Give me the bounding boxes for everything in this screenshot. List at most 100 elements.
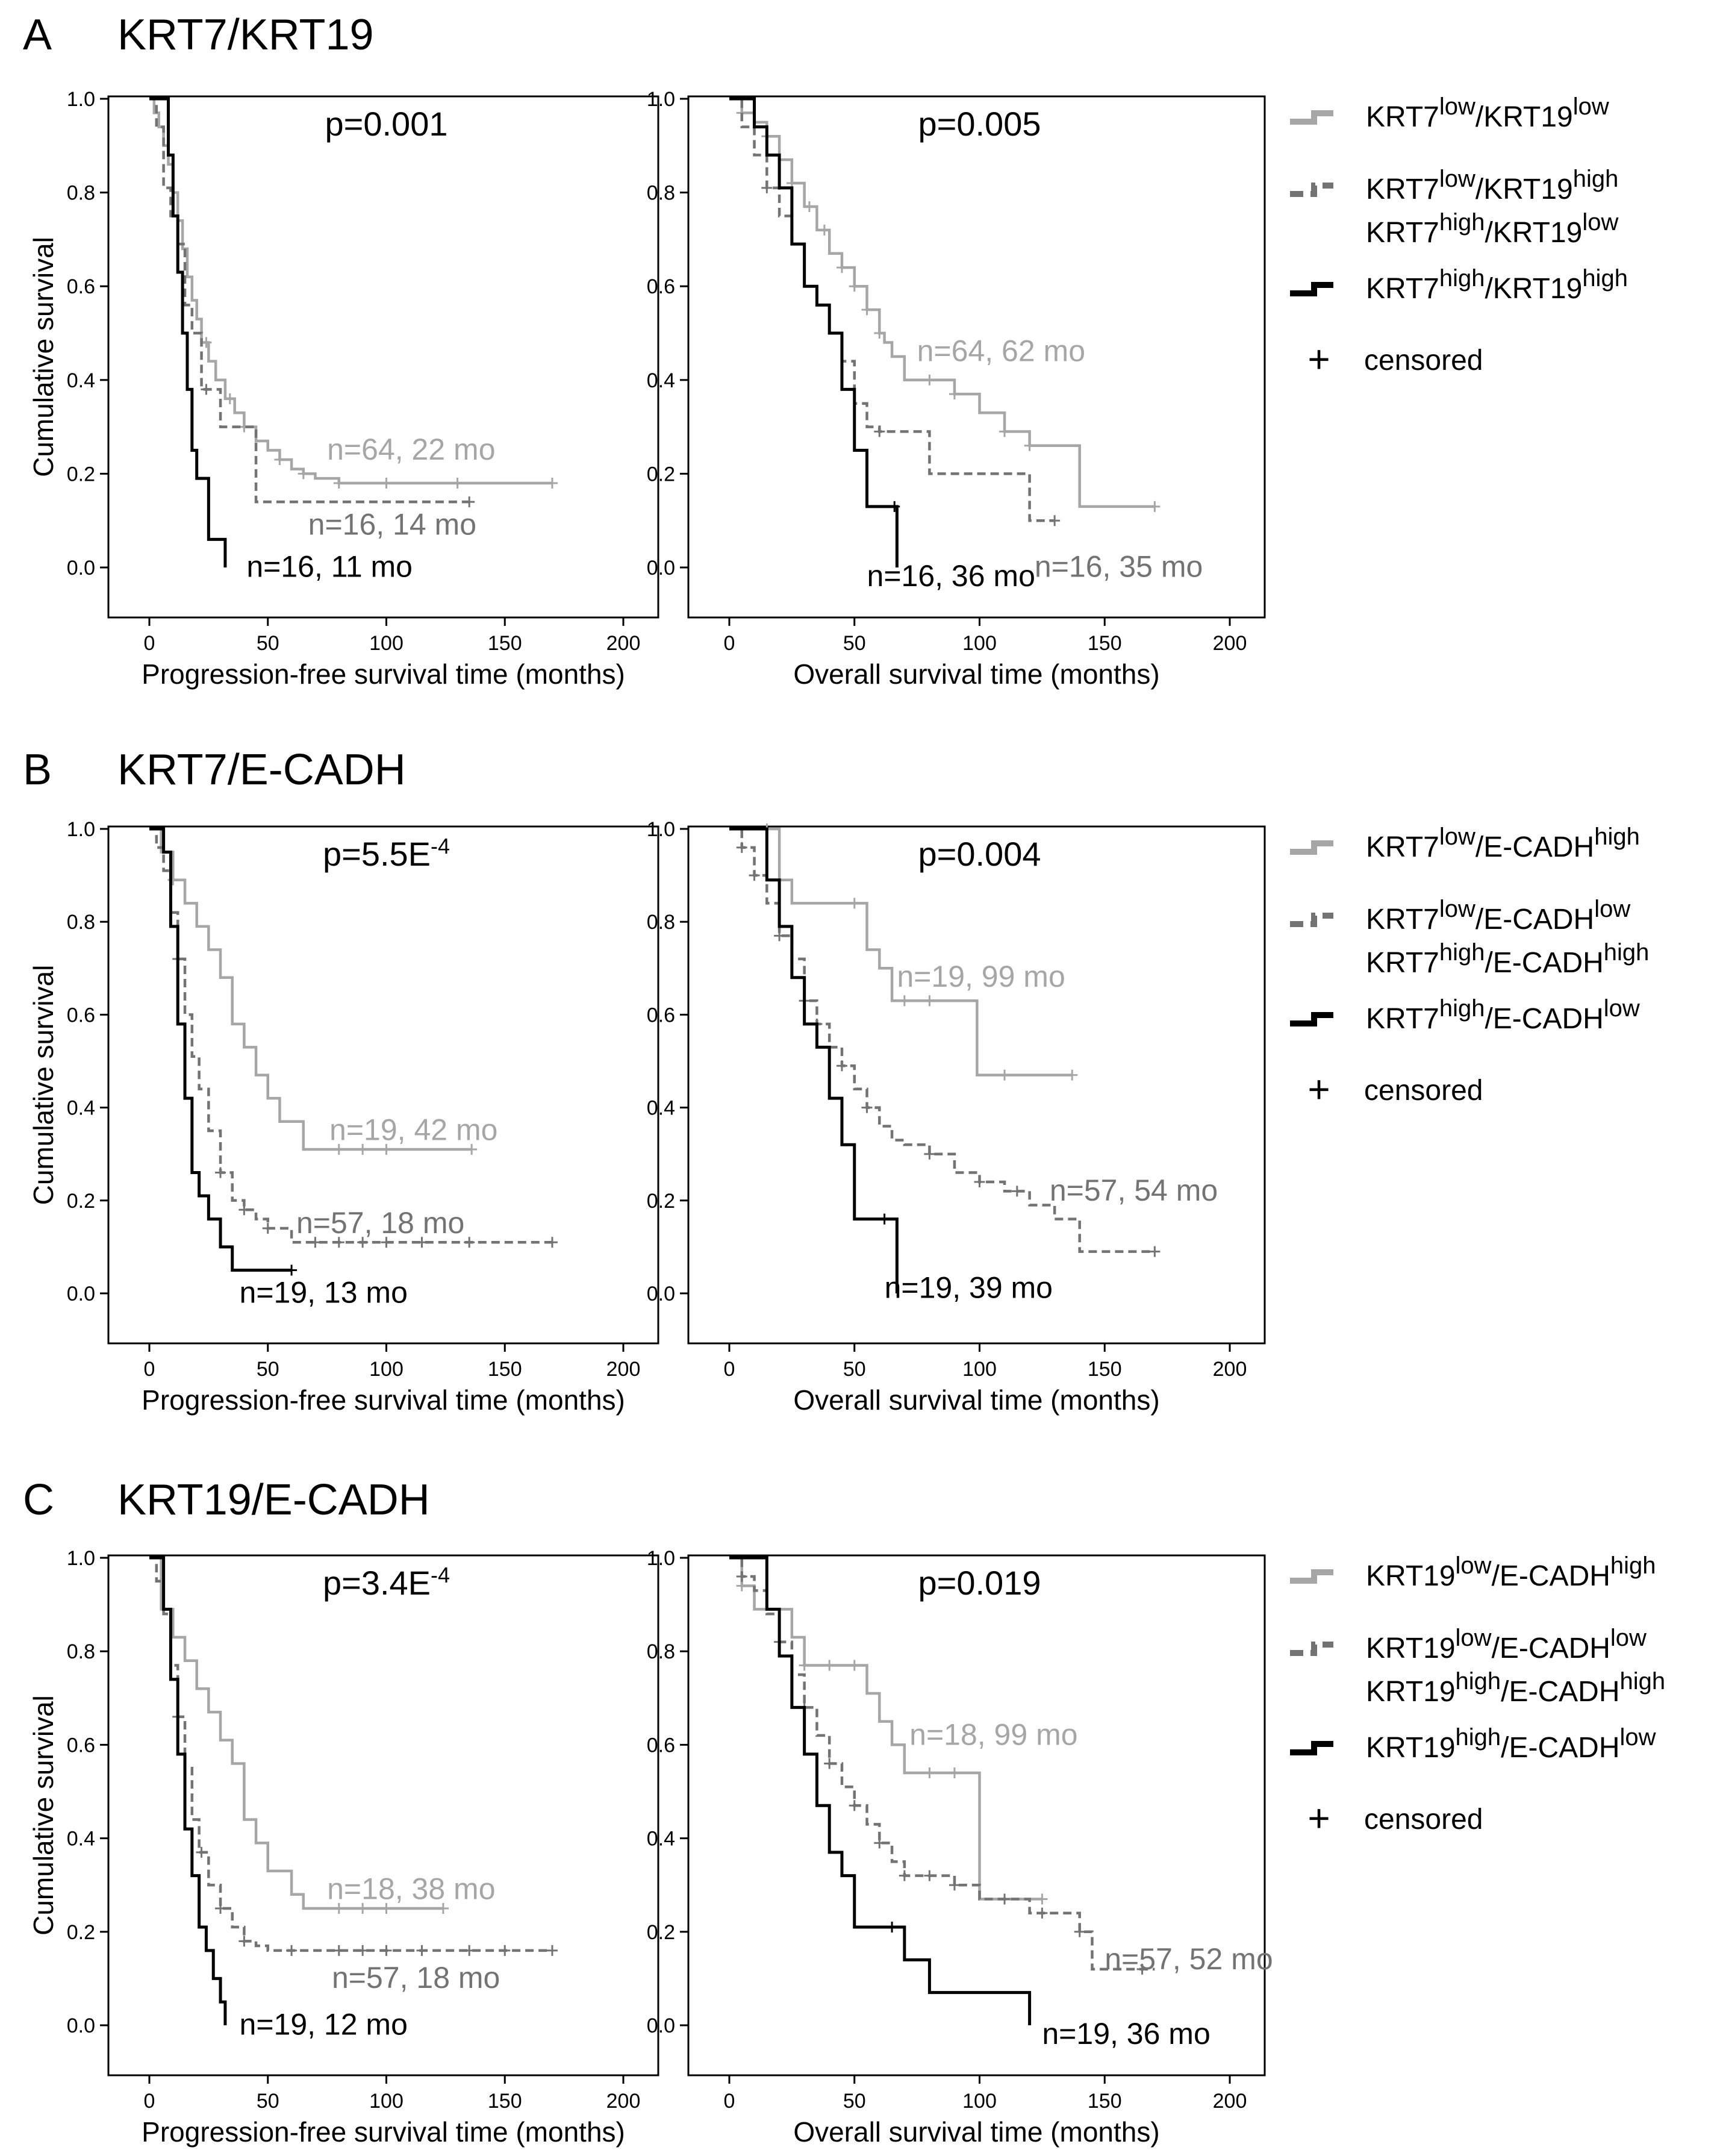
series-label-mid: n=16, 14 mo	[308, 508, 476, 542]
x-tick-label: 100	[962, 2090, 997, 2113]
km-panel-6: p=0.019 0.0 0.2 0.4 0.6 0.8 1.0 0 50 100 150 200 Ove…	[647, 1547, 1273, 2148]
censor-mark	[874, 328, 885, 339]
censor-mark	[824, 1758, 835, 1769]
censored-icon: +	[1307, 337, 1330, 381]
x-tick-label: 200	[1213, 2090, 1247, 2113]
y-tick-label: 0.6	[67, 1004, 95, 1026]
series-label-mid: n=57, 18 mo	[332, 1961, 500, 1995]
series-label-mid: n=16, 35 mo	[1035, 550, 1203, 584]
y-tick-label: 0.2	[647, 1190, 675, 1213]
censor-mark	[416, 1237, 428, 1248]
x-axis-label: Overall survival time (months)	[793, 1384, 1159, 1416]
censor-mark	[861, 1102, 873, 1113]
censor-mark	[381, 1143, 392, 1155]
x-axis-label: Overall survival time (months)	[793, 658, 1159, 690]
km-curve-high	[729, 827, 899, 1293]
censor-mark	[381, 1945, 392, 1956]
x-tick-label: 50	[843, 2090, 866, 2113]
censor-mark	[836, 1060, 847, 1072]
x-tick-label: 200	[1213, 1358, 1247, 1381]
p-value: p=5.5E-4	[323, 834, 450, 873]
censor-mark	[238, 1936, 250, 1947]
legend-3: KRT19low/E-CADHhigh KRT19low/E-CADHlow KRT…	[1290, 1552, 1665, 1840]
censor-mark	[899, 1870, 910, 1881]
x-tick-label: 150	[1088, 1358, 1122, 1381]
legend-swatch-high	[1290, 1741, 1333, 1755]
y-tick-label: 1.0	[647, 88, 675, 111]
legend-label: KRT7low/E-CADHlow	[1366, 896, 1630, 936]
censor-mark	[886, 1922, 898, 1933]
km-panel-4: p=0.004 0.0 0.2 0.4 0.6 0.8 1.0 0 50 100 150 200 Ove…	[647, 818, 1266, 1416]
censor-mark	[381, 1237, 392, 1248]
censor-mark	[310, 1237, 321, 1248]
censor-mark	[836, 262, 847, 273]
x-tick-label: 0	[144, 2090, 155, 2113]
x-tick-label: 0	[144, 632, 155, 655]
panel-letter: B	[23, 746, 52, 794]
censor-mark	[874, 1837, 885, 1849]
x-tick-label: 0	[724, 632, 735, 655]
y-tick-label: 0.0	[647, 1283, 675, 1305]
legend-label: KRT7high/KRT19low	[1366, 209, 1618, 249]
x-tick-label: 150	[1088, 2090, 1122, 2113]
censor-mark	[333, 1945, 344, 1956]
y-tick-label: 0.2	[67, 1921, 95, 1944]
censor-mark	[799, 1660, 810, 1671]
x-axis-label: Progression-free survival time (months)	[142, 1384, 625, 1416]
p-value: p=0.019	[918, 1564, 1041, 1602]
y-tick-label: 0.0	[67, 1283, 95, 1305]
x-tick-label: 50	[843, 1358, 866, 1381]
legend-label: KRT19high/E-CADHhigh	[1366, 1668, 1665, 1708]
censor-mark	[924, 374, 935, 386]
series-label-mid: n=57, 18 mo	[296, 1206, 464, 1240]
x-tick-label: 100	[962, 1358, 997, 1381]
censor-mark	[999, 1893, 1011, 1905]
x-tick-label: 100	[369, 2090, 404, 2113]
x-tick-label: 200	[606, 1358, 641, 1381]
censor-mark	[999, 1069, 1011, 1081]
censor-mark	[357, 1945, 369, 1956]
y-tick-label: 0.2	[647, 1921, 675, 1944]
series-label-high: n=19, 13 mo	[240, 1275, 408, 1309]
y-tick-label: 0.0	[67, 557, 95, 580]
km-curve-high	[149, 97, 227, 567]
legend-censored-label: censored	[1364, 1075, 1483, 1107]
censor-mark	[286, 1264, 298, 1276]
censor-mark	[499, 1945, 511, 1956]
censor-mark	[546, 1945, 558, 1956]
km-curve-low	[729, 1556, 1042, 1901]
censor-mark	[215, 1167, 226, 1178]
censor-mark	[999, 426, 1011, 437]
censor-mark	[818, 224, 830, 236]
legend-swatch-low	[1290, 1569, 1333, 1584]
x-tick-label: 150	[1088, 632, 1122, 655]
y-tick-label: 0.4	[647, 1097, 675, 1120]
censor-mark	[357, 1143, 369, 1155]
legend-label: KRT7high/E-CADHhigh	[1366, 939, 1649, 979]
censor-mark	[1036, 1893, 1048, 1905]
y-tick-label: 0.8	[67, 182, 95, 205]
x-tick-label: 50	[257, 1358, 279, 1381]
plot-frame	[687, 825, 1266, 1345]
censor-mark	[464, 496, 475, 508]
y-tick-label: 0.2	[67, 1190, 95, 1213]
censor-mark	[1149, 501, 1161, 512]
legend-swatch-low	[1290, 840, 1333, 855]
y-tick-label: 1.0	[647, 1547, 675, 1570]
censored-icon: +	[1307, 1067, 1330, 1111]
censor-mark	[1036, 1907, 1048, 1919]
km-curve-mid	[149, 1556, 552, 1952]
censor-mark	[861, 304, 873, 316]
censor-mark	[238, 1204, 250, 1216]
series-label-high: n=19, 12 mo	[240, 2008, 408, 2042]
x-tick-label: 0	[724, 2090, 735, 2113]
legend-label: KRT19high/E-CADHlow	[1366, 1724, 1656, 1764]
legend-label: KRT7low/KRT19low	[1366, 93, 1609, 133]
series-label-mid: n=57, 54 mo	[1050, 1173, 1218, 1207]
legend-2: KRT7low/E-CADHhighKRT7low/E-CADHlowKRT7h…	[1290, 823, 1649, 1111]
legend-swatch-mid	[1290, 183, 1333, 197]
panel-title: KRT7/KRT19	[117, 11, 374, 59]
x-tick-label: 50	[257, 632, 279, 655]
km-curve-low	[729, 97, 1155, 508]
censor-mark	[761, 182, 773, 193]
